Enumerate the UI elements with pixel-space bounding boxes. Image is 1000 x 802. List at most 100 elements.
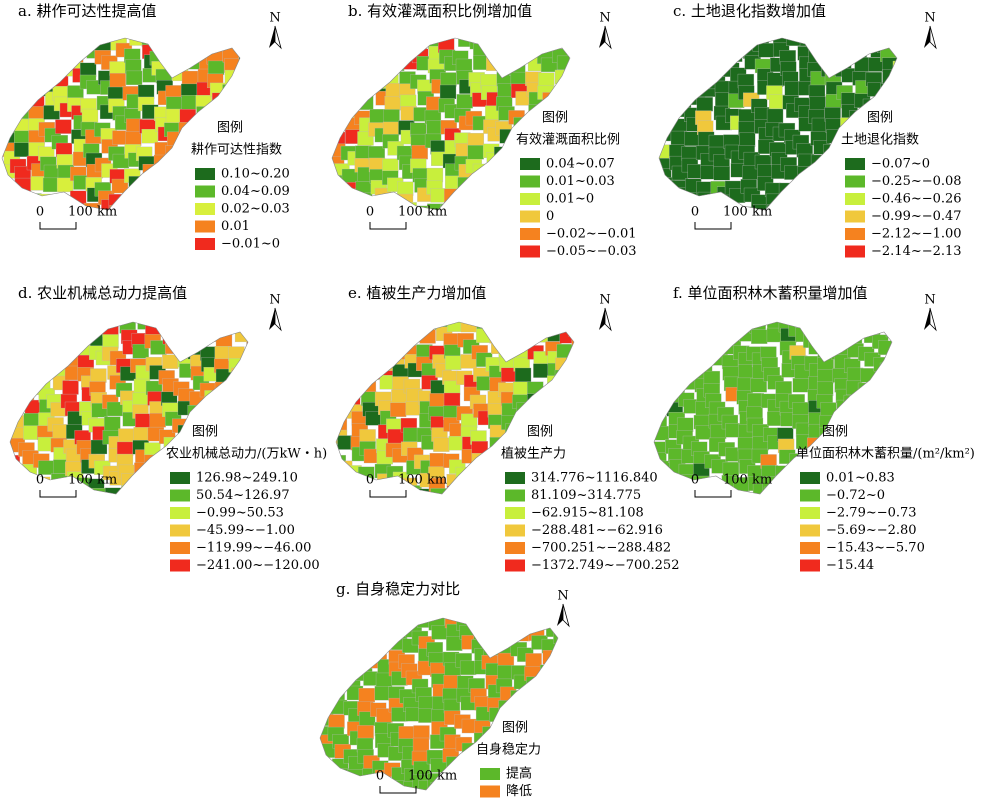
map-region	[10, 477, 22, 492]
map-region	[530, 684, 547, 699]
map-region	[473, 462, 491, 478]
map-region	[149, 461, 166, 476]
map-region	[376, 618, 393, 627]
map-region	[377, 328, 395, 344]
map-region	[141, 177, 158, 192]
map-region	[215, 405, 232, 420]
map-region	[94, 38, 112, 53]
map-region	[501, 174, 519, 190]
panel-title: f. 单位面积林木蓄积量增加值	[673, 284, 868, 302]
map-region	[246, 341, 248, 357]
map-region	[709, 62, 726, 77]
map-region	[659, 38, 670, 53]
map-region	[166, 96, 183, 111]
legend-label: −288.481~−62.916	[531, 523, 663, 538]
map-region	[529, 720, 547, 736]
map-region	[10, 390, 25, 405]
legend-swatch	[505, 489, 525, 502]
map-body	[654, 322, 892, 513]
map-region	[412, 737, 430, 753]
map-region	[371, 38, 389, 50]
map-region	[839, 38, 856, 49]
map-region	[45, 67, 62, 82]
scale-label: 100 km	[723, 473, 772, 488]
map-outline	[335, 321, 575, 495]
map-region	[32, 322, 49, 337]
map-region	[214, 381, 232, 397]
north-arrow	[269, 26, 275, 48]
map-region	[654, 497, 670, 511]
map-region	[455, 761, 472, 776]
map-region	[547, 375, 564, 390]
map-region	[694, 499, 710, 513]
map-region	[13, 71, 30, 86]
map-region	[94, 322, 111, 331]
map-region	[346, 380, 363, 395]
map-region	[496, 156, 513, 171]
map-region	[467, 132, 485, 148]
map-region	[336, 331, 350, 347]
map-region	[864, 388, 881, 403]
map-region	[829, 211, 845, 225]
map-region	[328, 630, 345, 645]
map-region	[654, 369, 666, 384]
map-region	[489, 618, 506, 626]
map-region	[560, 322, 574, 331]
map-region	[23, 413, 40, 428]
map-region	[697, 59, 715, 75]
map-region	[356, 72, 373, 87]
legend-swatch	[505, 507, 525, 519]
map-region	[532, 328, 549, 343]
map-outline	[319, 617, 559, 791]
map-region	[49, 322, 66, 334]
map-region	[109, 73, 126, 88]
map-region	[134, 462, 151, 477]
map-region	[83, 202, 101, 210]
map-region	[556, 392, 573, 407]
map-region	[693, 487, 710, 494]
map-region	[518, 322, 535, 331]
map-region	[704, 333, 722, 349]
map-region	[655, 350, 673, 366]
map-region	[467, 145, 484, 160]
map-region	[567, 38, 570, 50]
legend-label: 0.04~0.09	[221, 184, 290, 199]
map-region	[556, 637, 558, 653]
map-region	[552, 677, 558, 693]
map-region	[473, 43, 490, 58]
map-region	[125, 70, 143, 86]
map-region	[137, 496, 153, 510]
map-region	[111, 178, 129, 194]
map-region	[469, 179, 486, 194]
map-region	[344, 663, 362, 679]
map-region	[40, 60, 57, 75]
map-region	[135, 413, 152, 428]
map-region	[843, 394, 861, 410]
map-region	[575, 340, 591, 354]
map-region	[210, 105, 228, 121]
map-region	[663, 333, 680, 348]
scale-label: 100 km	[723, 205, 772, 220]
map-region	[164, 182, 181, 197]
map-region	[356, 630, 373, 645]
map-region	[345, 345, 362, 360]
north-label: N	[599, 293, 610, 308]
map-region	[363, 322, 381, 332]
map-region	[383, 109, 400, 124]
map-region	[476, 497, 492, 511]
scale-label: 100 km	[398, 205, 447, 220]
map-region	[10, 464, 23, 479]
map-region	[531, 322, 548, 332]
map-region	[766, 108, 784, 124]
legend-swatch	[800, 507, 820, 519]
map-region	[659, 70, 674, 85]
map-region	[333, 781, 350, 790]
map-region	[203, 403, 220, 418]
map-region	[784, 201, 801, 210]
map-region	[890, 98, 897, 114]
map-outline	[653, 321, 893, 495]
map-region	[486, 213, 502, 227]
north-label: N	[269, 11, 280, 26]
map-region	[554, 38, 570, 49]
